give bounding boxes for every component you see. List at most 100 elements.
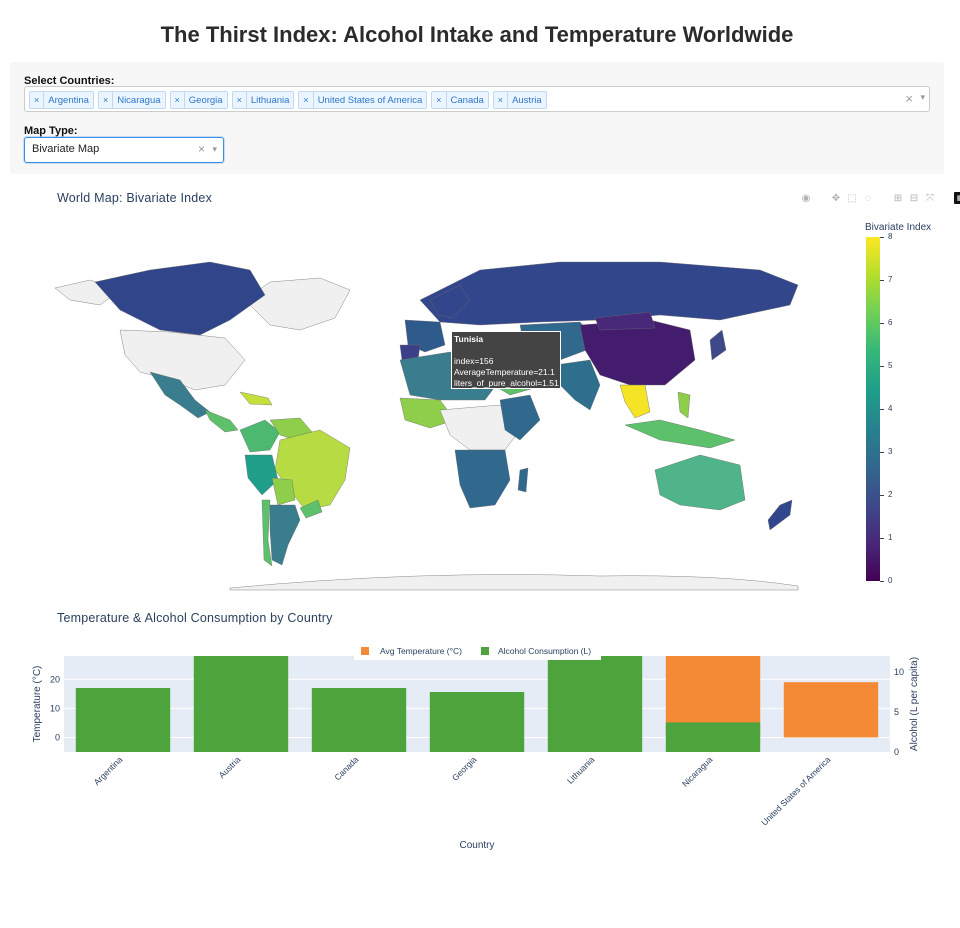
- remove-chip-icon[interactable]: ×: [494, 92, 509, 108]
- y-tick-label: 0: [55, 732, 60, 742]
- remove-chip-icon[interactable]: ×: [171, 92, 185, 108]
- chip-label: Georgia: [188, 94, 223, 106]
- map-region-philippines: [677, 391, 691, 419]
- y2-tick-label: 5: [894, 707, 899, 717]
- tooltip-country: Tunisia: [454, 334, 484, 344]
- legend-label-temperature: Avg Temperature (°C): [380, 646, 462, 656]
- x-tick-label: Austria: [217, 754, 243, 780]
- countries-label: Select Countries:: [24, 75, 115, 87]
- colorbar: [866, 237, 880, 581]
- pan-icon[interactable]: ✥: [831, 192, 841, 204]
- legend-swatch-alcohol: [481, 647, 489, 655]
- modebar: ◉ ✥ ⬚ ◌ ⊞ ⊟ ⤧ ▦: [800, 192, 960, 204]
- clear-icon[interactable]: ×: [197, 142, 205, 156]
- map-region-east-africa: [499, 394, 541, 441]
- remove-chip-icon[interactable]: ×: [30, 92, 45, 108]
- colorbar-tick-label: 2: [888, 490, 893, 499]
- x-tick-label: United States of America: [759, 754, 832, 827]
- map-title: World Map: Bivariate Index: [57, 191, 213, 205]
- chip-label: Austria: [512, 94, 542, 106]
- map-region-colombia: [239, 419, 281, 453]
- x-tick-label: Argentina: [92, 754, 125, 787]
- plotly-logo-icon[interactable]: ▦: [954, 192, 960, 204]
- country-chip[interactable]: × Georgia: [169, 91, 228, 109]
- y-tick-label: 20: [50, 674, 60, 684]
- map-region-mongolia: [594, 311, 656, 331]
- map-region-western-europe: [404, 319, 446, 353]
- alcohol-bar: [665, 722, 761, 752]
- map-region-brazil: [274, 429, 351, 511]
- map-region-southern-africa: [454, 449, 511, 509]
- map-region-argentina: [269, 504, 301, 566]
- chip-label: Nicaragua: [117, 94, 161, 106]
- colorbar-tick-label: 1: [888, 533, 893, 542]
- country-chip[interactable]: × Nicaragua: [97, 91, 166, 109]
- legend-label-alcohol: Alcohol Consumption (L): [498, 646, 591, 656]
- map-region-caribbean: [239, 391, 273, 406]
- y-axis-title: Temperature (°C): [32, 666, 43, 743]
- lasso-icon[interactable]: ◌: [865, 192, 871, 204]
- tooltip-line: index=156: [454, 356, 494, 366]
- country-chip[interactable]: × Lithuania: [231, 91, 295, 109]
- box-select-icon[interactable]: ⬚: [847, 192, 857, 204]
- alcohol-bar: [429, 692, 525, 752]
- map-type-dropdown[interactable]: Bivariate Map × ▾: [24, 137, 224, 163]
- remove-chip-icon[interactable]: ×: [299, 92, 314, 108]
- country-chip[interactable]: × Argentina: [29, 91, 94, 109]
- alcohol-bar: [75, 688, 171, 752]
- map-region-uruguay: [299, 499, 323, 519]
- x-tick-label: Lithuania: [565, 754, 597, 786]
- colorbar-tick-label: 3: [888, 447, 893, 456]
- chip-label: Canada: [450, 94, 484, 106]
- colorbar-title: Bivariate Index: [865, 222, 932, 233]
- y2-tick-label: 0: [894, 747, 899, 757]
- colorbar-tick: [880, 452, 884, 453]
- map-region-west-africa: [399, 397, 456, 429]
- legend-box: [354, 642, 601, 660]
- map-region-china: [579, 319, 696, 386]
- country-chip[interactable]: × United States of America: [298, 91, 428, 109]
- hover-tooltip: Tunisia index=156 AverageTemperature=21.…: [451, 331, 561, 389]
- countries-multiselect[interactable]: × Argentina × Nicaragua × Georgia × Lithuania × U…: [24, 86, 930, 112]
- map-region-antarctica: [229, 574, 799, 591]
- reset-icon[interactable]: ⤧: [926, 192, 934, 204]
- x-tick-label: Nicaragua: [680, 754, 715, 789]
- map-region-indonesia: [624, 419, 736, 449]
- colorbar-tick-label: 4: [888, 404, 893, 413]
- zoom-out-icon[interactable]: ⊟: [909, 192, 919, 204]
- camera-icon[interactable]: ◉: [801, 192, 811, 204]
- alcohol-bar: [547, 656, 643, 752]
- map-region-australia: [654, 454, 746, 511]
- map-region-peru: [244, 454, 279, 496]
- colorbar-tick: [880, 495, 884, 496]
- y-tick-label: 10: [50, 703, 60, 713]
- country-chip[interactable]: × Austria: [492, 91, 547, 109]
- chevron-down-icon[interactable]: ▾: [212, 144, 217, 154]
- map-region-central-america: [204, 409, 239, 433]
- tooltip-line: liters_of_pure_alcohol=1.51: [454, 378, 559, 388]
- zoom-in-icon[interactable]: ⊞: [893, 192, 903, 204]
- x-axis-title: Country: [459, 840, 494, 851]
- map-region-southeast-asia: [619, 384, 651, 419]
- remove-chip-icon[interactable]: ×: [99, 92, 114, 108]
- colorbar-tick: [880, 538, 884, 539]
- colorbar-tick-label: 7: [888, 275, 893, 284]
- remove-chip-icon[interactable]: ×: [432, 92, 447, 108]
- alcohol-bar: [311, 688, 407, 752]
- country-chip[interactable]: × Canada: [431, 91, 489, 109]
- clear-all-icon[interactable]: ×: [905, 91, 913, 106]
- chip-label: Lithuania: [250, 94, 290, 106]
- map-region-new-zealand: [767, 499, 793, 531]
- chevron-down-icon[interactable]: ▾: [920, 92, 925, 102]
- map-region-mexico: [149, 371, 211, 419]
- remove-chip-icon[interactable]: ×: [233, 92, 247, 108]
- y2-tick-label: 10: [894, 667, 904, 677]
- page-title: The Thirst Index: Alcohol Intake and Tem…: [160, 22, 794, 47]
- colorbar-tick: [880, 366, 884, 367]
- y2-axis-title: Alcohol (L per capita): [909, 657, 920, 751]
- map-region-scandinavia: [429, 284, 471, 319]
- map-region-russia: [419, 261, 799, 326]
- colorbar-tick-label: 0: [888, 576, 893, 585]
- chip-label: United States of America: [317, 94, 423, 106]
